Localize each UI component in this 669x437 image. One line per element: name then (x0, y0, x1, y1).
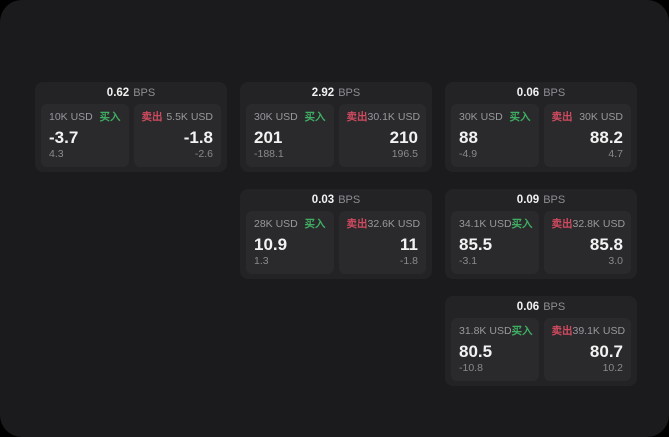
buy-amount: 31.8K USD (459, 325, 512, 337)
buy-price: 88 (459, 128, 478, 147)
bps-value: 0.06 (516, 87, 540, 99)
sell-panel[interactable]: 卖出 30K USD 88.2 4.7 (543, 104, 631, 167)
bps-value: 0.62 (106, 87, 130, 99)
buy-price: 85.5 (459, 235, 493, 254)
quote-card: 0.03 BPS 28K USD 买入 10.9 1.3 卖出 32.6K US… (240, 189, 432, 279)
sell-price: 210 (389, 128, 418, 147)
quote-card: 2.92 BPS 30K USD 买入 201 -188.1 卖出 30.1K … (240, 82, 432, 172)
buy-panel[interactable]: 10K USD 买入 -3.7 4.3 (41, 104, 129, 167)
sell-side-label: 卖出 (551, 218, 573, 230)
buy-sub-value: -4.9 (459, 148, 478, 160)
bps-header: 0.06 BPS (445, 296, 637, 318)
buy-panel[interactable]: 30K USD 买入 88 -4.9 (451, 104, 539, 167)
sell-sub-value: 4.7 (608, 148, 623, 160)
buy-amount: 30K USD (254, 111, 298, 123)
sell-panel[interactable]: 卖出 32.6K USD 11 -1.8 (338, 211, 426, 274)
sell-panel[interactable]: 卖出 32.8K USD 85.8 3.0 (543, 211, 631, 274)
quote-card: 0.62 BPS 10K USD 买入 -3.7 4.3 卖出 5.5K USD (35, 82, 227, 172)
buy-price: 201 (254, 128, 283, 147)
bps-header: 0.06 BPS (445, 82, 637, 104)
buy-amount: 28K USD (254, 218, 298, 230)
sell-price: 11 (400, 235, 418, 254)
sell-sub-value: 10.2 (602, 362, 623, 374)
sell-price: 85.8 (589, 235, 623, 254)
bps-value: 0.06 (516, 301, 540, 313)
sell-sub-value: -1.8 (399, 255, 418, 267)
sell-side-label: 卖出 (346, 111, 368, 123)
buy-side-label: 买入 (511, 325, 533, 337)
bps-unit: BPS (543, 87, 566, 99)
buy-amount: 34.1K USD (459, 218, 512, 230)
buy-amount: 10K USD (49, 111, 93, 123)
buy-panel[interactable]: 31.8K USD 买入 80.5 -10.8 (451, 318, 539, 381)
buy-sub-value: -10.8 (459, 362, 483, 374)
bps-value: 0.09 (516, 194, 540, 206)
bps-unit: BPS (543, 194, 566, 206)
bps-value: 2.92 (311, 87, 335, 99)
bps-header: 0.03 BPS (240, 189, 432, 211)
bps-header: 2.92 BPS (240, 82, 432, 104)
buy-sub-value: 4.3 (49, 148, 64, 160)
bps-header: 0.62 BPS (35, 82, 227, 104)
bps-unit: BPS (543, 301, 566, 313)
quote-card-grid: 0.62 BPS 10K USD 买入 -3.7 4.3 卖出 5.5K USD (35, 82, 637, 386)
buy-sub-value: -188.1 (254, 148, 284, 160)
buy-side-label: 买入 (304, 111, 326, 123)
sell-side-label: 卖出 (551, 111, 573, 123)
bps-unit: BPS (338, 194, 361, 206)
sell-amount: 30K USD (579, 111, 623, 123)
buy-price: 10.9 (254, 235, 288, 254)
bps-value: 0.03 (311, 194, 335, 206)
sell-amount: 39.1K USD (572, 325, 626, 337)
bps-unit: BPS (338, 87, 361, 99)
buy-side-label: 买入 (509, 111, 531, 123)
buy-panel[interactable]: 34.1K USD 买入 85.5 -3.1 (451, 211, 539, 274)
quote-card: 0.06 BPS 30K USD 买入 88 -4.9 卖出 30K USD (445, 82, 637, 172)
sell-panel[interactable]: 卖出 39.1K USD 80.7 10.2 (543, 318, 631, 381)
sell-sub-value: 3.0 (608, 255, 623, 267)
sell-amount: 32.8K USD (572, 218, 626, 230)
sell-panel[interactable]: 卖出 30.1K USD 210 196.5 (338, 104, 426, 167)
quote-card: 0.06 BPS 31.8K USD 买入 80.5 -10.8 卖出 39.1… (445, 296, 637, 386)
bps-header: 0.09 BPS (445, 189, 637, 211)
sell-panel[interactable]: 卖出 5.5K USD -1.8 -2.6 (133, 104, 221, 167)
buy-price: 80.5 (459, 342, 493, 361)
buy-price: -3.7 (49, 128, 79, 147)
quote-card: 0.09 BPS 34.1K USD 买入 85.5 -3.1 卖出 32.8K… (445, 189, 637, 279)
sell-price: 80.7 (589, 342, 623, 361)
buy-side-label: 买入 (511, 218, 533, 230)
buy-side-label: 买入 (304, 218, 326, 230)
buy-sub-value: 1.3 (254, 255, 269, 267)
sell-sub-value: -2.6 (194, 148, 213, 160)
sell-price: -1.8 (183, 128, 213, 147)
buy-amount: 30K USD (459, 111, 503, 123)
sell-amount: 5.5K USD (166, 111, 213, 123)
sell-amount: 30.1K USD (367, 111, 421, 123)
buy-sub-value: -3.1 (459, 255, 478, 267)
sell-side-label: 卖出 (346, 218, 368, 230)
sell-amount: 32.6K USD (367, 218, 421, 230)
sell-sub-value: 196.5 (391, 148, 418, 160)
sell-price: 88.2 (589, 128, 623, 147)
buy-panel[interactable]: 30K USD 买入 201 -188.1 (246, 104, 334, 167)
buy-side-label: 买入 (99, 111, 121, 123)
sell-side-label: 卖出 (551, 325, 573, 337)
buy-panel[interactable]: 28K USD 买入 10.9 1.3 (246, 211, 334, 274)
sell-side-label: 卖出 (141, 111, 163, 123)
bps-unit: BPS (133, 87, 156, 99)
